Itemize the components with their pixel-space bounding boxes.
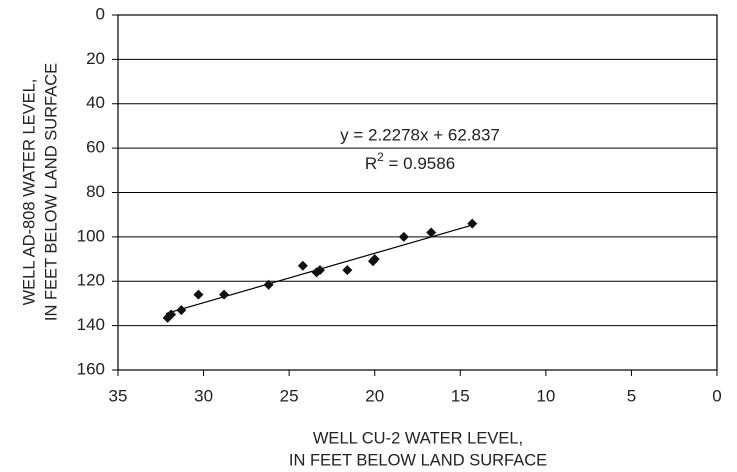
r-rest: = 0.9586 <box>384 154 455 173</box>
x-tick-label: 25 <box>280 386 299 405</box>
x-tick-label: 20 <box>365 386 384 405</box>
point <box>219 289 230 300</box>
y-tick-label: 80 <box>86 182 105 201</box>
point <box>369 254 380 265</box>
y-tick-label: 140 <box>77 315 105 334</box>
point <box>426 227 437 238</box>
x-tick-label: 35 <box>109 386 128 405</box>
point <box>176 305 187 316</box>
r-sup: 2 <box>377 150 384 164</box>
y-tick-label: 100 <box>77 226 105 245</box>
y-tick-label: 160 <box>77 359 105 378</box>
equation: y = 2.2278x + 62.837 <box>340 125 500 144</box>
y-tick-label: 0 <box>96 4 105 23</box>
point <box>342 265 353 276</box>
x-tick-label: 10 <box>536 386 555 405</box>
x-tick-label: 5 <box>627 386 636 405</box>
plot-frame <box>117 14 718 371</box>
x-axis-label: IN FEET BELOW LAND SURFACE <box>289 451 547 469</box>
r-squared: R2 = 0.9586 <box>365 150 455 173</box>
point <box>467 218 478 229</box>
y-axis-label: IN FEET BELOW LAND SURFACE <box>42 63 60 321</box>
r-base: R <box>365 154 377 173</box>
y-axis-label: WELL AD-808 WATER LEVEL, <box>20 79 38 306</box>
x-axis-label: WELL CU-2 WATER LEVEL, <box>313 429 523 447</box>
y-tick-label: 20 <box>86 49 105 68</box>
y-tick-label: 40 <box>86 93 105 112</box>
x-tick-label: 30 <box>194 386 213 405</box>
y-tick-label: 60 <box>86 138 105 157</box>
x-tick-label: 15 <box>451 386 470 405</box>
point <box>297 260 308 271</box>
y-tick-label: 120 <box>77 271 105 290</box>
point <box>166 309 177 320</box>
x-tick-label: 0 <box>712 386 721 405</box>
point <box>193 289 204 300</box>
point <box>263 279 274 290</box>
point <box>398 231 409 242</box>
point <box>314 265 325 276</box>
